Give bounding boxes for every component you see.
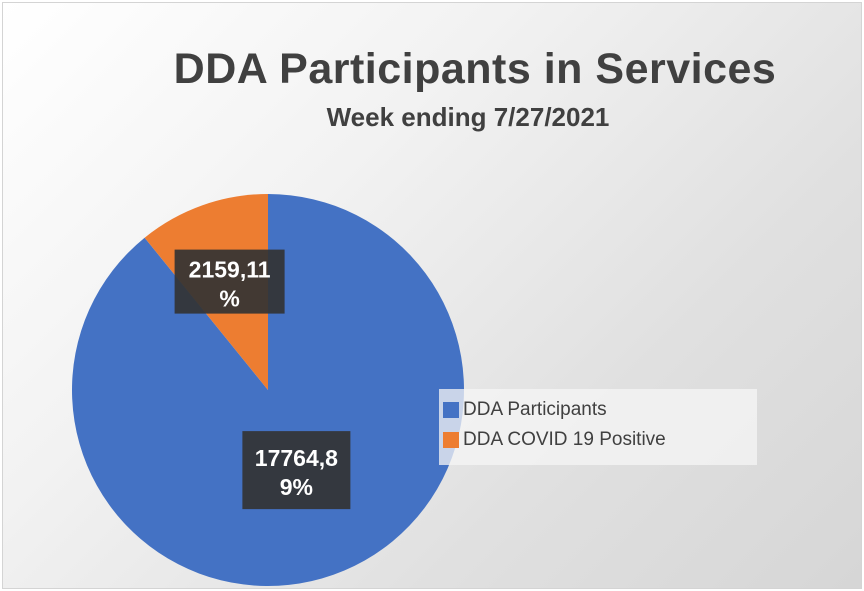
data-label-box-covid [174,249,285,314]
chart-subtitle: Week ending 7/27/2021 [326,102,610,132]
data-label-covid-line2: % [219,286,239,312]
legend-swatch-dda-covid-positive [443,432,459,448]
data-label-participants-line2: 9% [280,474,313,500]
legend-item-dda-participants: DDA Participants [439,395,757,425]
chart-title: DDA Participants in Services [173,45,777,93]
legend-label-dda-participants: DDA Participants [463,399,607,420]
data-label-covid-line1: 2159,11 [189,257,271,283]
legend-swatch-dda-participants [443,402,459,418]
data-label-box-participants [242,431,351,510]
legend: DDA Participants DDA COVID 19 Positive [439,389,757,465]
legend-label-dda-covid-positive: DDA COVID 19 Positive [463,429,666,450]
data-label-participants-line1: 17764,8 [255,445,338,471]
pie-chart: 2159,11 % 17764,8 9% [72,194,465,586]
legend-item-dda-covid-positive: DDA COVID 19 Positive [439,425,757,455]
